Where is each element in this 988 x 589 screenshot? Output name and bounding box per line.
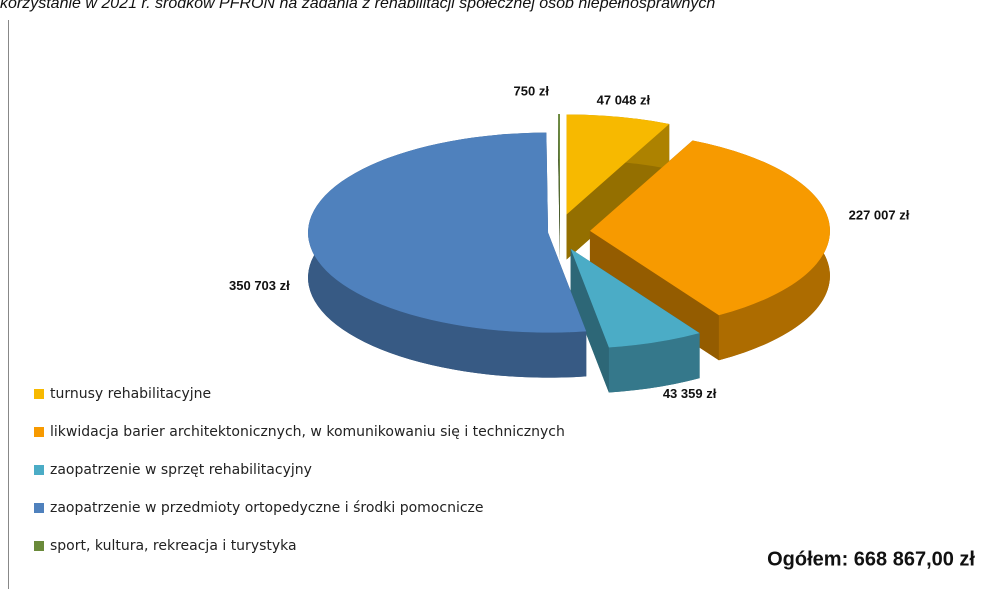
slice-edge bbox=[570, 248, 609, 393]
legend-label: turnusy rehabilitacyjne bbox=[50, 386, 211, 402]
slice bbox=[589, 140, 830, 316]
slice bbox=[566, 114, 670, 215]
total-annotation: Ogółem: 668 867,00 zł bbox=[767, 548, 975, 570]
slice bbox=[570, 248, 700, 348]
value-label: 227 007 zł bbox=[849, 208, 910, 223]
legend-label: zaopatrzenie w sprzęt rehabilitacyjny bbox=[50, 462, 312, 478]
value-label: 750 zł bbox=[514, 83, 550, 98]
top-layer bbox=[308, 114, 830, 348]
legend-label: sport, kultura, rekreacja i turystyka bbox=[50, 538, 297, 554]
label-layer: 47 048 zł 227 007 zł 43 359 zł 350 703 zł 75… bbox=[229, 83, 910, 401]
legend-swatch bbox=[34, 541, 44, 551]
slice bbox=[308, 132, 587, 333]
value-label: 47 048 zł bbox=[597, 93, 651, 108]
value-label: 350 703 zł bbox=[229, 278, 290, 293]
slice-wall bbox=[608, 333, 700, 393]
slice bbox=[558, 114, 560, 215]
legend-layer: turnusy rehabilitacyjne likwidacja barier… bbox=[34, 386, 565, 554]
legend-swatch bbox=[34, 503, 44, 513]
legend-swatch bbox=[34, 427, 44, 437]
value-label: 43 359 zł bbox=[663, 386, 717, 401]
legend-label: zaopatrzenie w przedmioty ortopedyczne i… bbox=[50, 500, 484, 516]
chart-title: korzystanie w 2021 r. środków PFRON na z… bbox=[0, 0, 715, 12]
legend-label: likwidacja barier architektonicznych, w … bbox=[50, 424, 565, 440]
legend-swatch bbox=[34, 389, 44, 399]
legend-swatch bbox=[34, 465, 44, 475]
